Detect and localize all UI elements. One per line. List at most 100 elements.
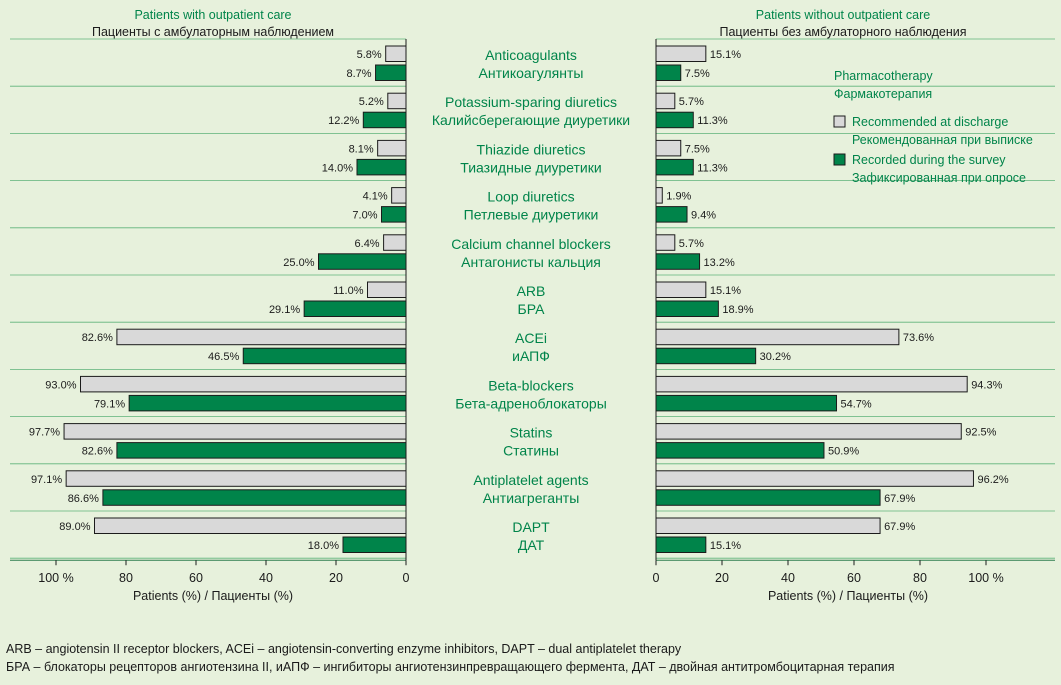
bar-right-recommended xyxy=(655,328,900,346)
value-label-left: 8.1% xyxy=(349,143,374,155)
value-label-right: 1.9% xyxy=(666,191,691,203)
category-label-ru: Петлевые диуретики xyxy=(464,207,599,223)
category-label-en: DAPT xyxy=(512,519,550,535)
value-label-right: 9.4% xyxy=(691,210,716,222)
category-label-ru: Антикоагулянты xyxy=(479,65,584,81)
value-label-right: 7.5% xyxy=(685,68,710,80)
category-label-en: Thiazide diuretics xyxy=(477,141,586,157)
category-label-ru: Статины xyxy=(503,443,559,459)
footnote-en: ARB – angiotensin II receptor blockers, … xyxy=(6,642,682,656)
bar-right-recommended xyxy=(655,92,676,110)
bar-left-recommended xyxy=(385,45,407,62)
x-axis-label-right: Patients (%) / Пациенты (%) xyxy=(768,589,928,603)
value-label-left: 5.2% xyxy=(359,96,384,108)
legend-item-en: Recorded during the survey xyxy=(852,153,1006,167)
value-label-left: 82.6% xyxy=(82,332,113,344)
category-label-ru: БРА xyxy=(518,301,546,317)
bar-left-recommended xyxy=(391,187,407,204)
category-label-en: Antiplatelet agents xyxy=(473,472,588,488)
value-label-left: 7.0% xyxy=(352,210,377,222)
x-axis-label-left: Patients (%) / Пациенты (%) xyxy=(133,589,293,603)
bar-left-recorded xyxy=(242,347,407,365)
bar-right-recommended xyxy=(655,375,968,393)
legend-title-ru: Фармакотерапия xyxy=(834,87,932,101)
value-label-right: 15.1% xyxy=(710,49,741,61)
value-label-left: 4.1% xyxy=(363,191,388,203)
value-label-right: 92.5% xyxy=(965,427,996,439)
value-label-right: 15.1% xyxy=(710,285,741,297)
value-label-left: 12.2% xyxy=(328,115,359,127)
value-label-right: 13.2% xyxy=(704,257,735,269)
value-label-left: 89.0% xyxy=(59,521,90,533)
bar-right-recorded xyxy=(655,64,682,81)
tick-label-left: 100 % xyxy=(38,571,73,585)
bar-right-recorded xyxy=(655,347,757,365)
value-label-left: 29.1% xyxy=(269,304,300,316)
bar-left-recommended xyxy=(387,92,407,110)
tick-label-right: 40 xyxy=(781,571,795,585)
bar-right-recorded xyxy=(655,300,719,317)
bar-left-recommended xyxy=(367,281,407,298)
bar-right-recorded xyxy=(655,206,688,223)
value-label-right: 15.1% xyxy=(710,540,741,552)
category-label-en: ACEi xyxy=(515,330,547,346)
value-label-left: 6.4% xyxy=(355,238,380,250)
bar-left-recorded xyxy=(356,158,407,176)
tick-label-left: 80 xyxy=(119,571,133,585)
bar-left-recorded xyxy=(303,300,407,317)
bar-left-recommended xyxy=(65,470,407,487)
bar-right-recommended xyxy=(655,45,707,62)
category-label-en: Beta-blockers xyxy=(488,377,574,393)
bar-right-recommended xyxy=(655,281,707,298)
bar-left-recommended xyxy=(377,139,407,157)
bar-left-recommended xyxy=(116,328,407,346)
value-label-left: 97.7% xyxy=(29,427,60,439)
value-label-right: 73.6% xyxy=(903,332,934,344)
legend-title-en: Pharmacotherapy xyxy=(834,69,933,83)
value-label-left: 46.5% xyxy=(208,351,239,363)
tick-label-left: 20 xyxy=(329,571,343,585)
left-panel-title-en: Patients with outpatient care xyxy=(134,8,291,22)
bar-left-recorded xyxy=(102,489,407,506)
tick-label-right: 80 xyxy=(913,571,927,585)
value-label-left: 25.0% xyxy=(283,257,314,269)
tick-label-right: 0 xyxy=(653,571,660,585)
legend-item-ru: Рекомендованная при выписке xyxy=(852,133,1033,147)
bar-left-recorded xyxy=(342,536,407,553)
value-label-right: 18.9% xyxy=(722,304,753,316)
bar-right-recorded xyxy=(655,394,838,412)
category-label-ru: Бета-адреноблокаторы xyxy=(455,395,607,411)
category-label-en: Loop diuretics xyxy=(487,189,574,205)
bar-left-recorded xyxy=(362,111,407,129)
left-panel-title-ru: Пациенты с амбулаторным наблюдением xyxy=(92,25,334,39)
category-label-ru: ДАТ xyxy=(518,537,545,553)
legend-swatch-recorded xyxy=(833,153,846,166)
value-label-left: 11.0% xyxy=(333,285,364,297)
tick-label-left: 40 xyxy=(259,571,273,585)
value-label-right: 96.2% xyxy=(977,474,1008,486)
tick-label-right: 60 xyxy=(847,571,861,585)
bar-left-recommended xyxy=(94,517,407,534)
value-label-right: 67.9% xyxy=(884,493,915,505)
value-label-left: 8.7% xyxy=(346,68,371,80)
category-label-ru: иАПФ xyxy=(512,348,550,364)
value-label-right: 94.3% xyxy=(971,379,1002,391)
bar-left-recorded xyxy=(375,64,407,81)
value-label-left: 5.8% xyxy=(357,49,382,61)
bar-left-recorded xyxy=(318,253,407,270)
bar-right-recorded xyxy=(655,158,694,176)
category-label-ru: Антиагреганты xyxy=(483,490,580,506)
bar-left-recommended xyxy=(63,423,407,440)
tick-label-right: 20 xyxy=(715,571,729,585)
category-label-en: Potassium-sparing diuretics xyxy=(445,94,617,110)
value-label-left: 93.0% xyxy=(45,379,76,391)
bar-right-recorded xyxy=(655,111,694,129)
value-label-right: 11.3% xyxy=(697,115,728,127)
right-panel-title-ru: Пациенты без амбулаторного наблюдения xyxy=(719,25,966,39)
value-label-right: 54.7% xyxy=(841,398,872,410)
tick-label-right: 100 % xyxy=(968,571,1003,585)
legend-item-en: Recommended at discharge xyxy=(852,115,1008,129)
value-label-right: 30.2% xyxy=(760,351,791,363)
footnote-ru: БРА – блокаторы рецепторов ангиотензина … xyxy=(6,660,895,674)
category-label-ru: Тиазидные диуретики xyxy=(460,159,601,175)
